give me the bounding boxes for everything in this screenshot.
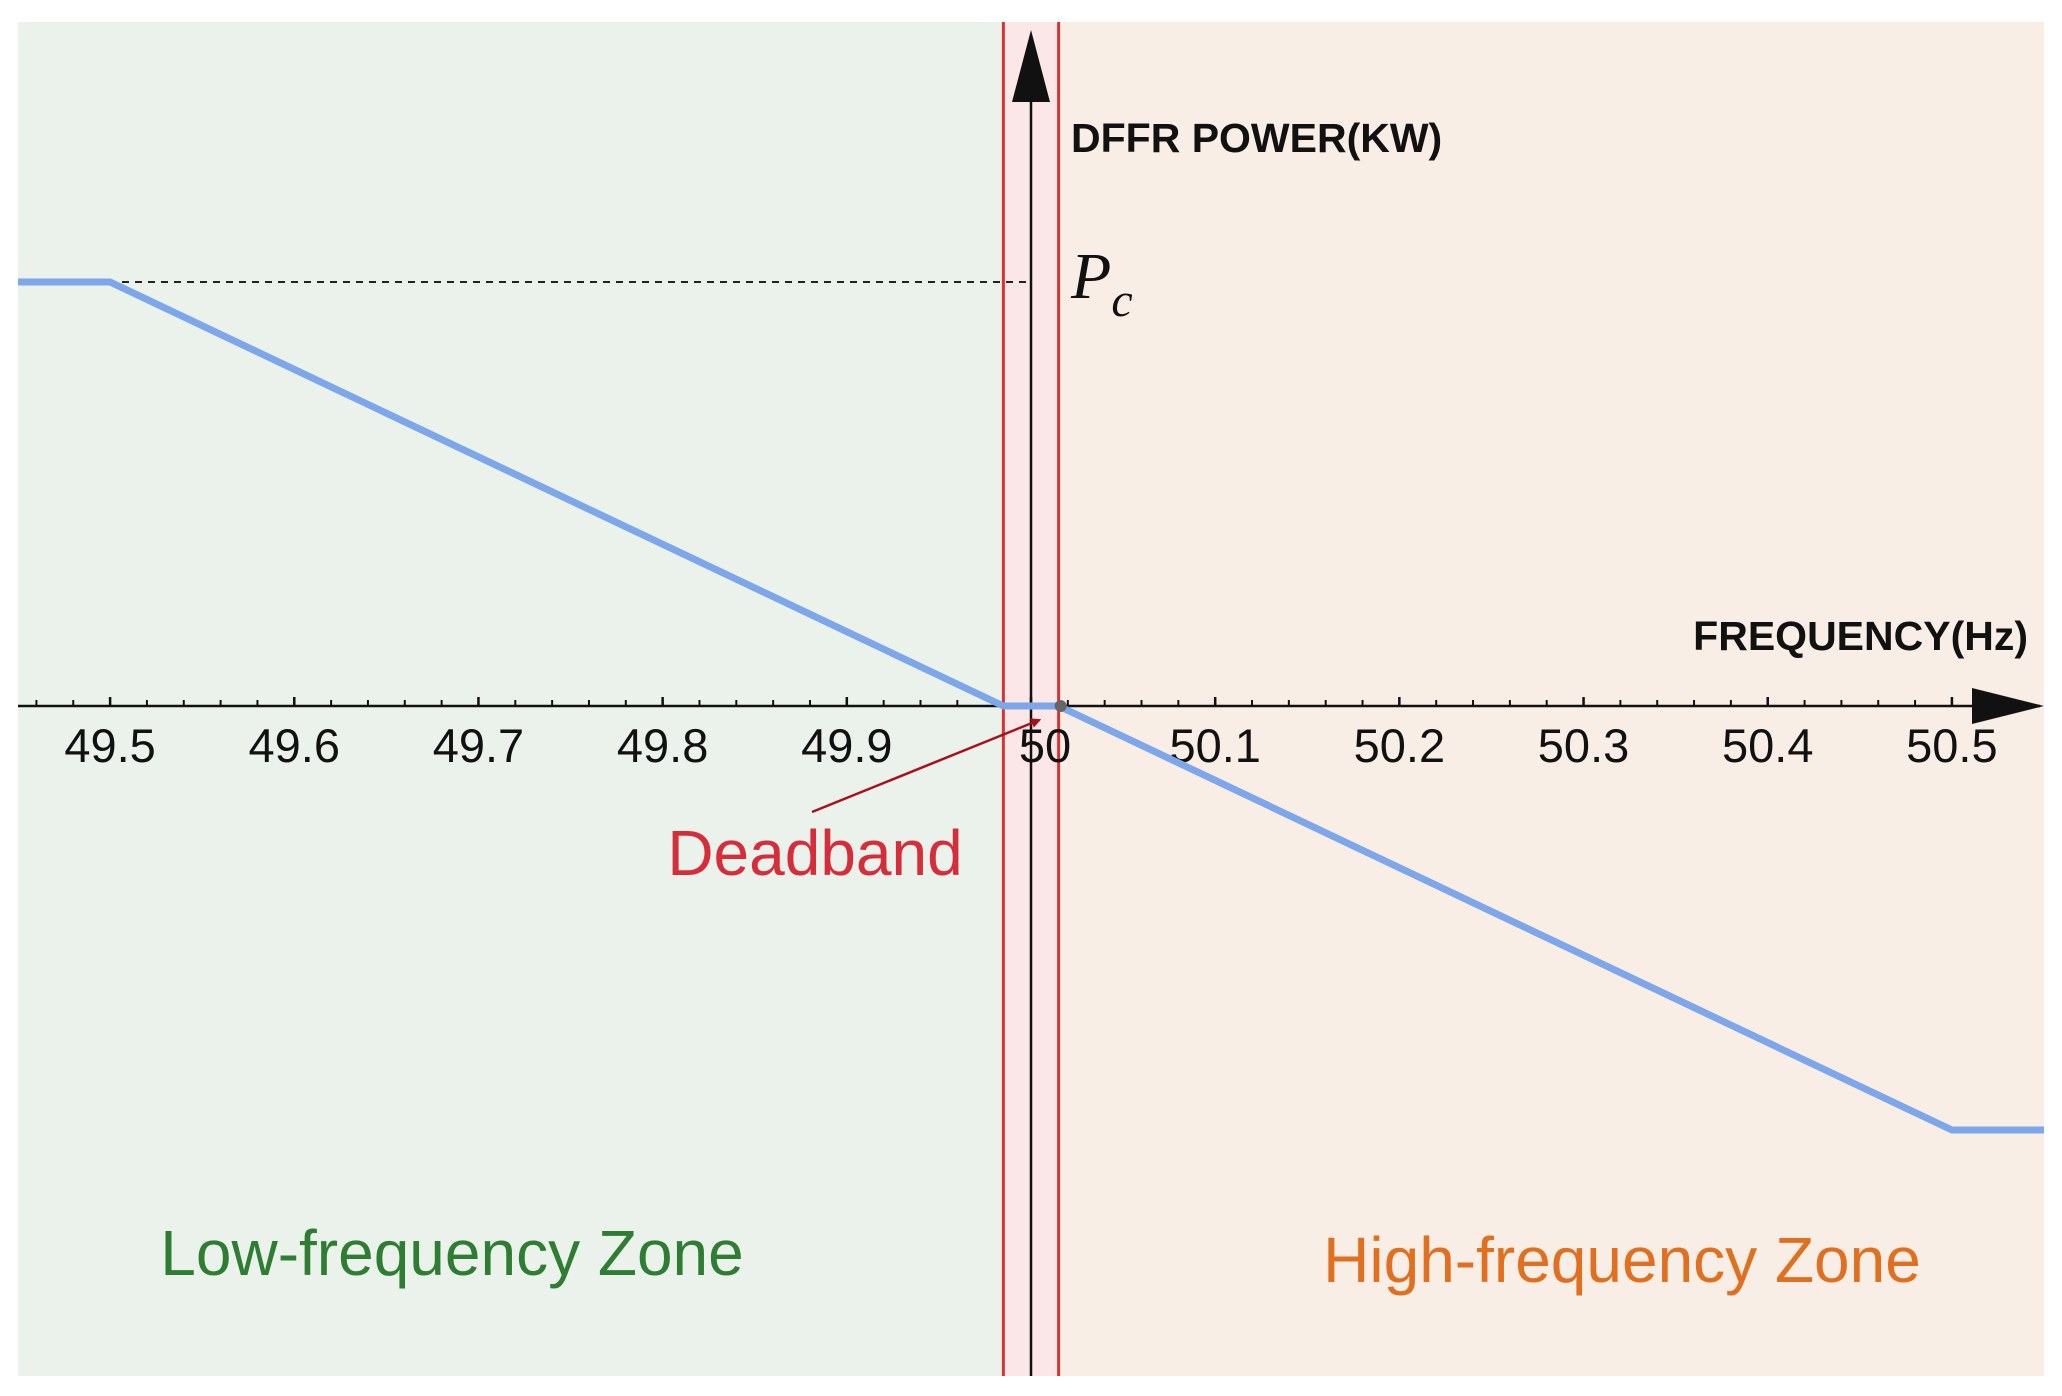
dffr-response-line	[18, 278, 2044, 1134]
low-frequency-zone-background	[18, 22, 1004, 1376]
pc-label-subscript: c	[1111, 274, 1132, 327]
x-tick-label: 50	[1019, 719, 1071, 772]
pc-reference-label: Pc	[1070, 240, 1133, 327]
deadband-annotation-arrow	[811, 718, 1042, 814]
x-tick-label: 50.4	[1722, 719, 1813, 772]
x-tick-label: 49.7	[433, 719, 524, 772]
x-axis-title: FREQUENCY(Hz)	[1693, 613, 2028, 659]
y-axis-arrowhead	[1012, 30, 1050, 102]
low-frequency-zone-label: Low-frequency Zone	[160, 1217, 743, 1289]
deadband-label: Deadband	[667, 817, 962, 889]
x-tick-label: 49.6	[249, 719, 340, 772]
y-axis-title: DFFR POWER(KW)	[1071, 115, 1442, 161]
nominal-frequency-marker	[1054, 700, 1067, 712]
x-tick-label: 49.5	[64, 719, 155, 772]
x-axis-arrowhead	[1972, 688, 2044, 724]
x-tick-label: 50.5	[1906, 719, 1997, 772]
x-tick-label: 50.3	[1538, 719, 1629, 772]
x-tick-label: 49.9	[801, 719, 892, 772]
x-tick-label: 49.8	[617, 719, 708, 772]
x-axis-major-ticks	[108, 697, 1954, 706]
x-axis-tick-labels: 49.5 49.6 49.7 49.8 49.9 50 50.1 50.2 50.3 50.4 50…	[64, 719, 1997, 772]
pc-label-main: P	[1070, 240, 1111, 313]
high-frequency-zone-background	[1058, 22, 2044, 1376]
high-frequency-zone-label: High-frequency Zone	[1323, 1224, 1921, 1296]
x-tick-label: 50.2	[1354, 719, 1445, 772]
